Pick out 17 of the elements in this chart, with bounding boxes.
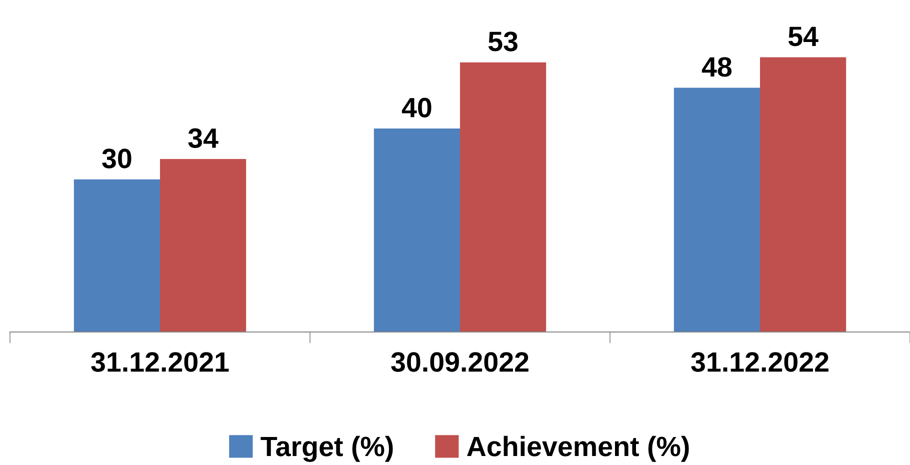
bar [760, 57, 846, 332]
data-label: 54 [788, 26, 818, 46]
data-label: 30 [102, 148, 132, 168]
legend-label: Target (%) [260, 436, 393, 462]
data-label: 53 [488, 32, 518, 52]
bar [160, 159, 246, 332]
data-label: 40 [402, 98, 432, 118]
x-tick-label: 31.12.2022 [691, 352, 828, 372]
data-label: 48 [702, 57, 732, 77]
legend-label: Achievement (%) [467, 436, 689, 462]
data-label: 34 [188, 128, 218, 148]
bar [460, 62, 546, 332]
bar [674, 88, 760, 332]
x-tick-label: 30.09.2022 [391, 352, 528, 372]
x-tick-label: 31.12.2021 [91, 352, 229, 372]
bar [74, 179, 160, 332]
bar [374, 128, 460, 332]
